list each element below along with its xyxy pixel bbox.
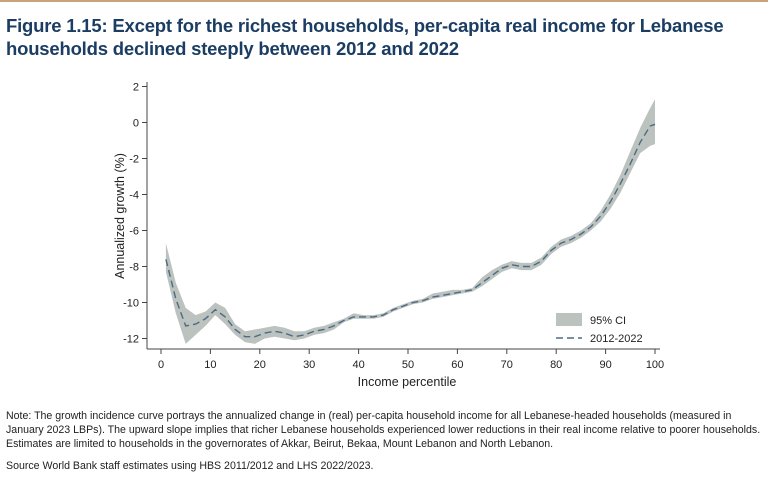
top-rule (0, 0, 768, 2)
legend-label: 2012-2022 (590, 333, 643, 345)
plot-area (165, 99, 656, 344)
x-tick-label: 80 (550, 359, 562, 371)
x-axis-title: Income percentile (358, 375, 457, 389)
x-tick-label: 90 (599, 359, 611, 371)
y-tick-label: 2 (133, 82, 139, 94)
y-tick-label: -12 (123, 334, 139, 346)
legend-swatch-ci (556, 313, 582, 326)
axes: 20-2-4-6-8-10-120 10 20 30 40 50 60 70 80 90 100In… (113, 82, 664, 390)
legend: 95% CI 2012-2022 (556, 313, 643, 345)
y-tick-label: -2 (129, 154, 139, 166)
x-tick-label: 30 (303, 359, 315, 371)
x-tick-label: 0 (158, 359, 164, 371)
figure-source: Source World Bank staff estimates using … (6, 460, 374, 472)
x-tick-label: 50 (402, 359, 414, 371)
x-tick-label: 100 (646, 359, 664, 371)
y-axis-title: Annualized growth (%) (113, 153, 127, 279)
y-tick-label: -6 (129, 226, 139, 238)
legend-label: 95% CI (590, 315, 626, 327)
figure-title: Figure 1.15: Except for the richest hous… (6, 15, 724, 59)
figure-note: Note: The growth incidence curve portray… (6, 410, 761, 450)
x-tick-label: 60 (451, 359, 463, 371)
y-tick-label: 0 (133, 118, 139, 130)
y-tick-label: -4 (129, 190, 139, 202)
x-tick-label: 10 (204, 359, 216, 371)
x-tick-label: 20 (254, 359, 266, 371)
series-line-0 (165, 123, 656, 338)
y-tick-label: -10 (123, 298, 139, 310)
x-tick-label: 70 (501, 359, 513, 371)
x-tick-label: 40 (352, 359, 364, 371)
y-tick-label: -8 (129, 262, 139, 274)
growth-incidence-chart: 20-2-4-6-8-10-120 10 20 30 40 50 60 70 80 90 100In… (113, 82, 664, 390)
ci-band (165, 99, 655, 344)
